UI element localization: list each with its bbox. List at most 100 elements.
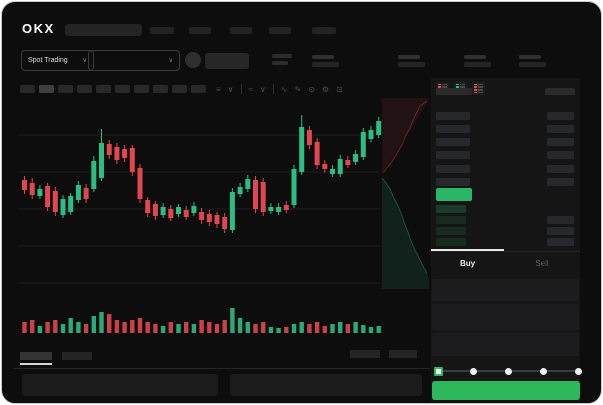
bid-amount bbox=[547, 238, 574, 246]
timeframe-button[interactable] bbox=[58, 85, 73, 93]
header-action-button[interactable] bbox=[205, 53, 249, 69]
candle-body bbox=[376, 121, 382, 135]
divider bbox=[272, 84, 274, 94]
header-stat bbox=[272, 61, 288, 65]
timeframe-button[interactable] bbox=[134, 85, 149, 93]
candle-body bbox=[168, 209, 174, 218]
bid-price[interactable] bbox=[436, 227, 466, 235]
volume-bar bbox=[130, 320, 135, 333]
last-price-badge bbox=[436, 188, 472, 201]
chevron-down-icon[interactable]: ∨ bbox=[259, 84, 266, 94]
total-field[interactable] bbox=[432, 333, 579, 356]
bid-price[interactable] bbox=[436, 205, 466, 213]
ask-price[interactable] bbox=[436, 112, 470, 120]
volume-bar bbox=[291, 324, 297, 333]
line-tool-icon[interactable]: ∿ bbox=[280, 84, 288, 94]
candle-body bbox=[306, 130, 312, 145]
chart-tools: ≡ ∨ ≈ ∨ ∿ ✎ ⊙ ⚙ ⊡ bbox=[216, 83, 343, 95]
candle-body bbox=[160, 207, 166, 215]
buy-button[interactable] bbox=[432, 381, 580, 400]
slider-stop[interactable] bbox=[539, 367, 547, 375]
slider-stop[interactable] bbox=[574, 367, 582, 375]
candle-body bbox=[268, 207, 274, 211]
bid-price[interactable] bbox=[436, 238, 466, 246]
candle-body bbox=[191, 206, 197, 213]
search-input[interactable] bbox=[65, 24, 142, 36]
bottom-tab-2[interactable] bbox=[62, 352, 92, 360]
okx-logo[interactable]: OKX bbox=[22, 21, 55, 36]
candle-body bbox=[45, 186, 51, 207]
ask-price[interactable] bbox=[436, 151, 470, 159]
nav-item[interactable] bbox=[269, 27, 291, 34]
candle-body bbox=[353, 154, 359, 162]
bottom-tab-active[interactable] bbox=[20, 352, 52, 360]
timeframe-button[interactable] bbox=[39, 85, 54, 93]
settings-icon[interactable]: ⚙ bbox=[321, 84, 330, 94]
timeframe-button[interactable] bbox=[153, 85, 168, 93]
header-stat bbox=[272, 54, 292, 58]
candle-body bbox=[83, 188, 89, 199]
timeframe-button[interactable] bbox=[172, 85, 187, 93]
timeframe-button[interactable] bbox=[115, 85, 130, 93]
bottom-tab-underline bbox=[20, 363, 52, 365]
volume-bar bbox=[176, 324, 181, 333]
volume-bar bbox=[37, 326, 43, 333]
pair-selector[interactable]: ∨ bbox=[88, 50, 180, 71]
candle-body bbox=[176, 207, 181, 214]
chevron-down-icon[interactable]: ∨ bbox=[227, 84, 234, 94]
amount-field[interactable] bbox=[432, 304, 579, 330]
volume-bar bbox=[114, 320, 120, 333]
nav-item[interactable] bbox=[150, 27, 174, 34]
chart-footer-control-2[interactable] bbox=[389, 350, 417, 358]
ticker-stat-label bbox=[464, 55, 486, 59]
chart-footer-control-1[interactable] bbox=[350, 350, 380, 358]
market-type-label: Spot Trading bbox=[28, 57, 68, 64]
candle-body bbox=[360, 132, 366, 157]
price-field[interactable] bbox=[432, 279, 579, 301]
draw-tool-icon[interactable]: ✎ bbox=[294, 84, 302, 94]
chart-style-icon[interactable]: ≡ bbox=[216, 84, 221, 94]
timeframe-button[interactable] bbox=[20, 85, 35, 93]
volume-bar bbox=[184, 322, 189, 333]
candle-body bbox=[52, 191, 58, 212]
volume-bar bbox=[153, 324, 158, 333]
timeframe-button[interactable] bbox=[96, 85, 111, 93]
candle-body bbox=[214, 215, 220, 224]
ask-amount bbox=[547, 165, 574, 173]
fullscreen-icon[interactable]: ⊡ bbox=[336, 84, 343, 94]
candle-body bbox=[229, 192, 235, 230]
volume-bar bbox=[361, 325, 366, 333]
candle-body bbox=[129, 148, 135, 172]
volume-bar bbox=[222, 320, 227, 333]
nav-item[interactable] bbox=[189, 27, 211, 34]
timeframe-button[interactable] bbox=[191, 85, 206, 93]
bid-price[interactable] bbox=[436, 216, 466, 224]
screenshot-icon[interactable]: ⊙ bbox=[308, 84, 315, 94]
ask-price[interactable] bbox=[436, 138, 470, 146]
volume-bar bbox=[191, 324, 197, 333]
candle-body bbox=[345, 160, 351, 165]
nav-item[interactable] bbox=[230, 27, 252, 34]
bottom-panel-left bbox=[22, 374, 218, 396]
coin-avatar[interactable] bbox=[185, 52, 201, 68]
ask-price[interactable] bbox=[436, 178, 470, 186]
orderbook-view-asks-icon[interactable] bbox=[472, 82, 485, 95]
tab-sell[interactable]: Sell bbox=[535, 259, 549, 268]
tab-buy[interactable]: Buy bbox=[459, 259, 476, 268]
ask-price[interactable] bbox=[436, 125, 470, 133]
candle-body bbox=[276, 207, 282, 212]
slider-stop[interactable] bbox=[469, 367, 477, 375]
volume-bar bbox=[314, 322, 320, 333]
nav-item[interactable] bbox=[312, 27, 336, 34]
ticker-stat-value bbox=[398, 61, 425, 67]
timeframe-button[interactable] bbox=[77, 85, 92, 93]
indicator-icon[interactable]: ≈ bbox=[248, 84, 253, 94]
market-type-selector[interactable]: Spot Trading ∨ bbox=[21, 50, 94, 71]
ask-price[interactable] bbox=[436, 165, 470, 173]
volume-bar bbox=[268, 327, 274, 333]
volume-bar bbox=[322, 326, 327, 333]
chevron-down-icon: ∨ bbox=[168, 58, 173, 64]
slider-stop[interactable] bbox=[504, 367, 512, 375]
slider-handle[interactable] bbox=[433, 366, 443, 376]
